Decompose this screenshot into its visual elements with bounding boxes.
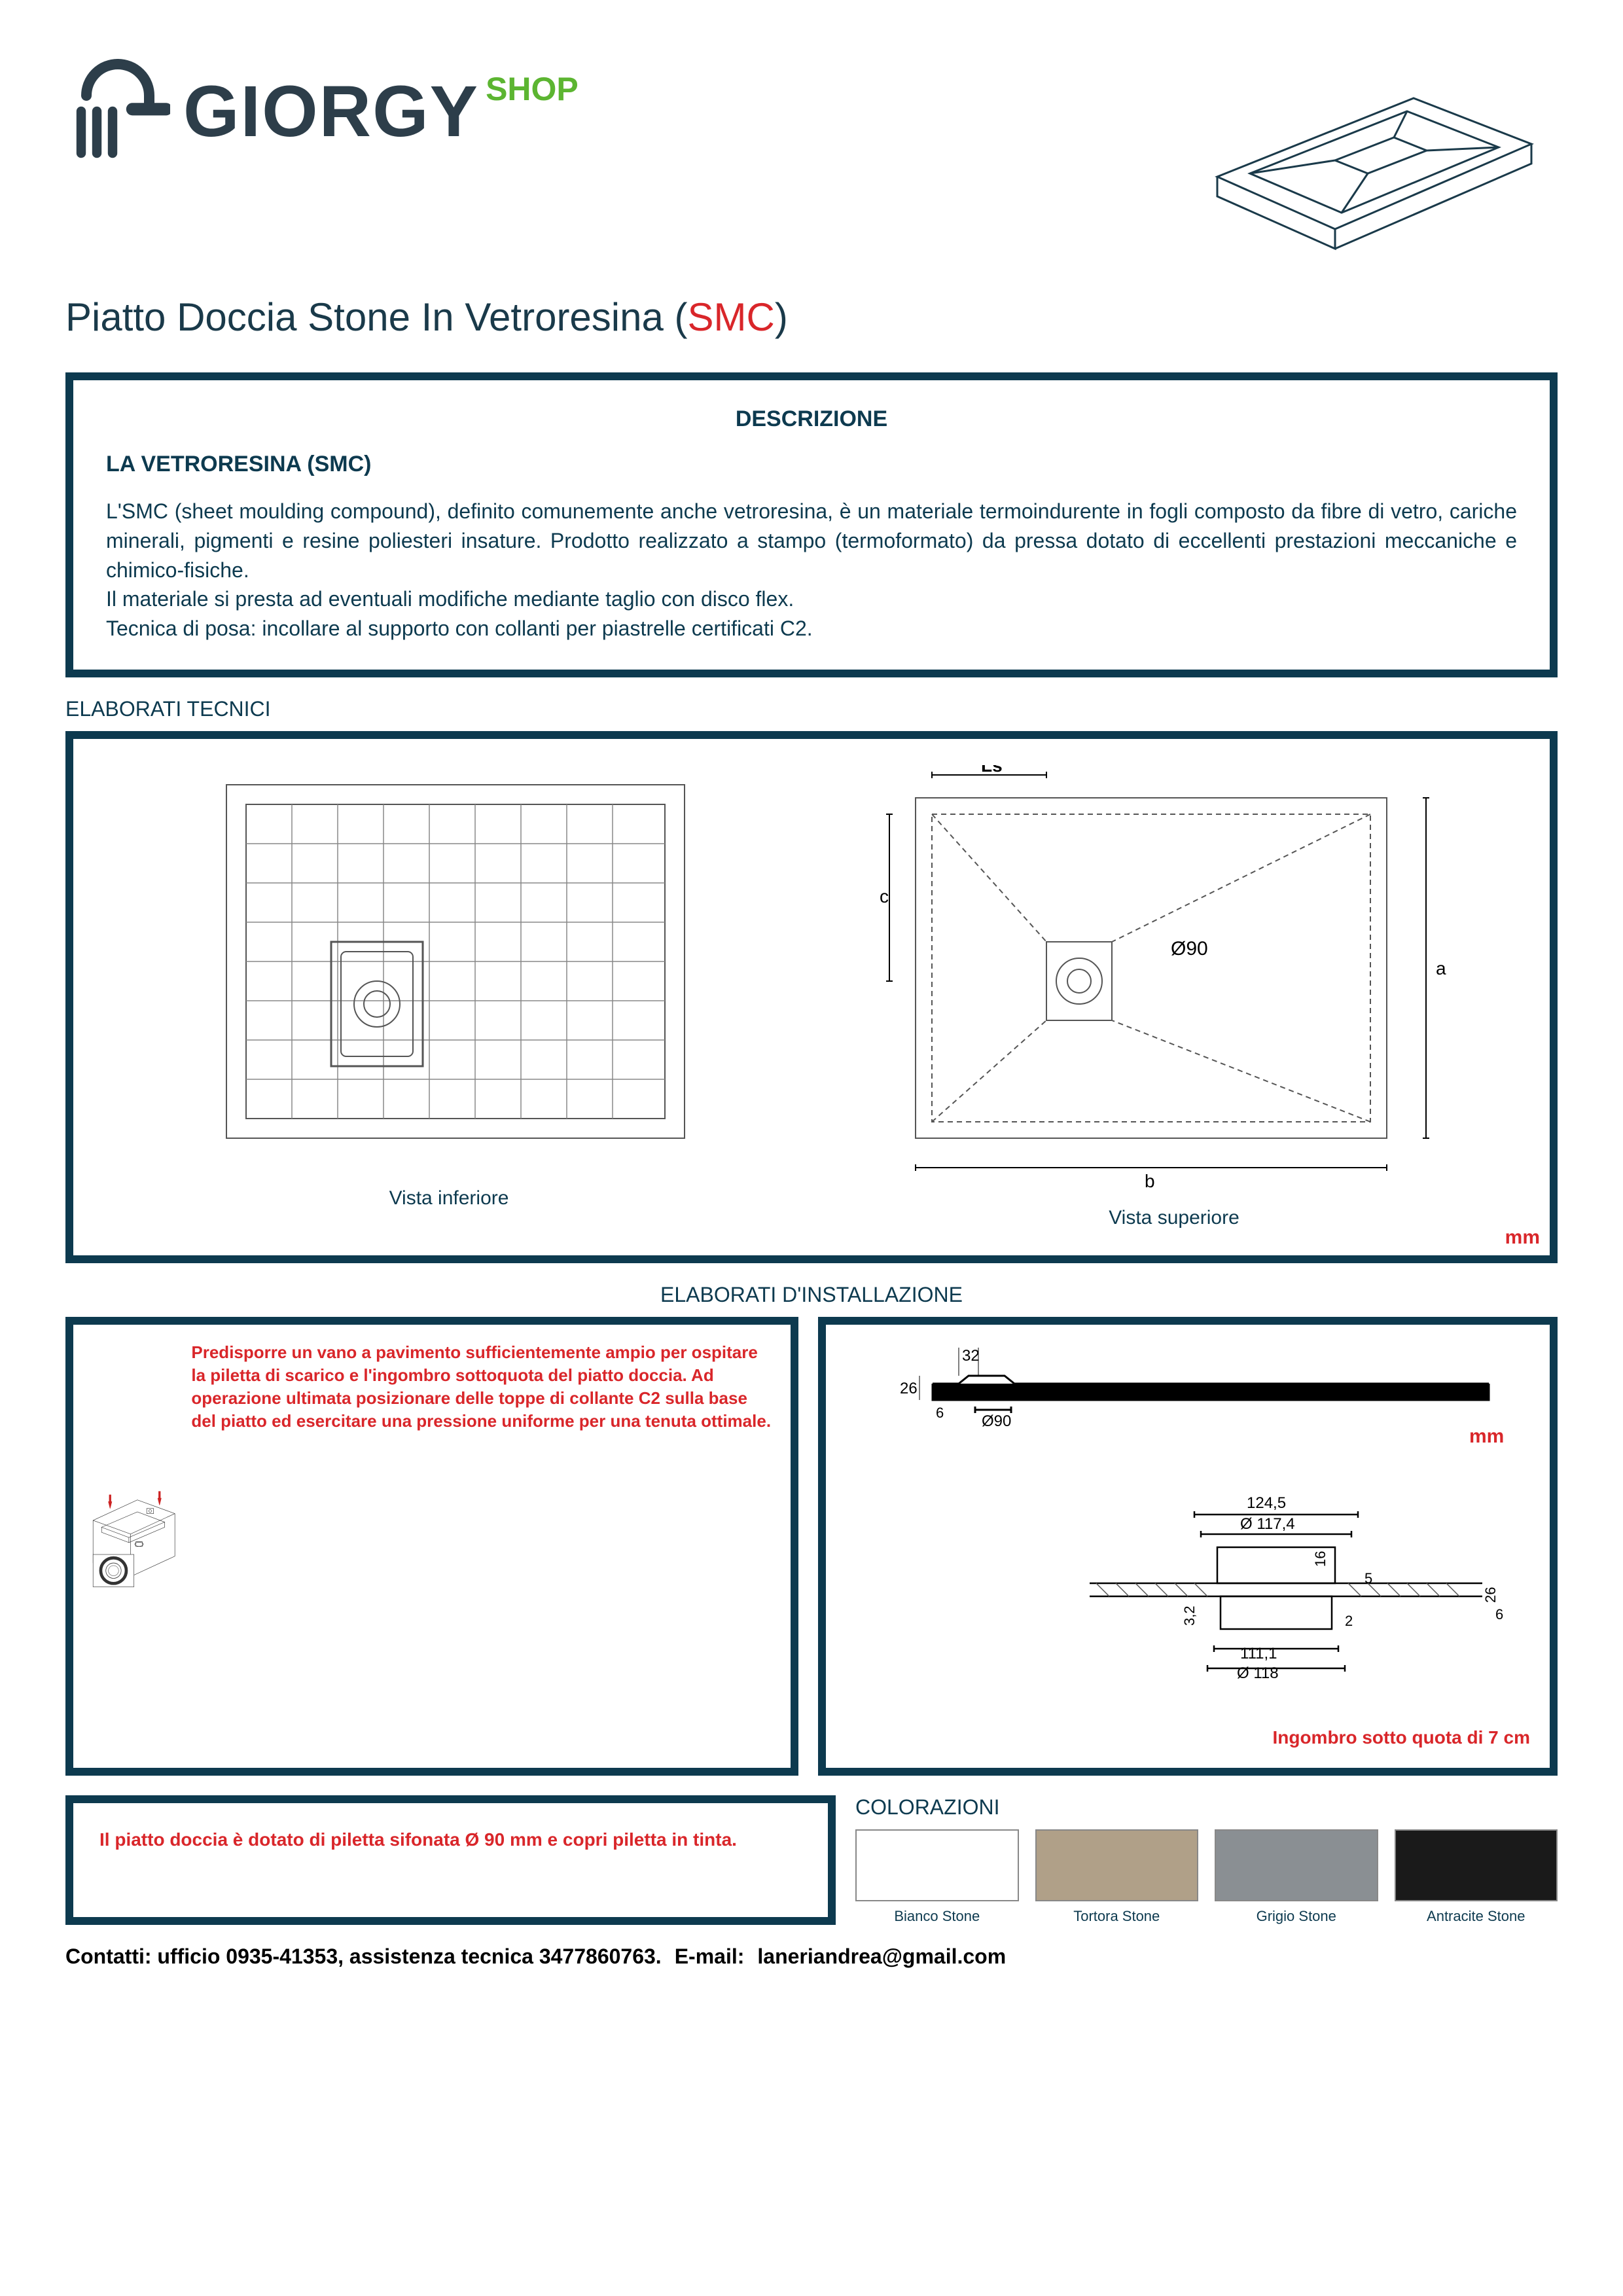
install-row: Predisporre un vano a pavimento sufficie…	[65, 1317, 1558, 1776]
color-swatch	[1215, 1829, 1378, 1901]
install-label: ELABORATI D'INSTALLAZIONE	[65, 1283, 1558, 1307]
product-3d-icon	[1165, 59, 1558, 268]
page-title: Piatto Doccia Stone In Vetroresina (SMC)	[65, 295, 1558, 340]
svg-text:124,5: 124,5	[1247, 1494, 1286, 1512]
description-box: DESCRIZIONE LA VETRORESINA (SMC) L'SMC (…	[65, 372, 1558, 677]
svg-text:5: 5	[1364, 1570, 1372, 1587]
description-body-1: L'SMC (sheet moulding compound), definit…	[106, 497, 1517, 584]
svg-text:Ø90: Ø90	[982, 1412, 1011, 1430]
svg-text:mm: mm	[1469, 1426, 1504, 1447]
svg-text:16: 16	[1312, 1551, 1329, 1567]
footer: Contatti: ufficio 0935-41353, assistenza…	[65, 1945, 1558, 1969]
svg-text:a: a	[1436, 958, 1446, 978]
ingombro-note: Ingombro sotto quota di 7 cm	[846, 1727, 1530, 1748]
bottom-view-diagram	[187, 765, 711, 1171]
footer-contacts: Contatti: ufficio 0935-41353, assistenza…	[65, 1945, 662, 1969]
top-view-caption: Vista superiore	[831, 1207, 1517, 1229]
shower-icon	[65, 59, 170, 164]
footer-email-label: E-mail:	[675, 1945, 745, 1969]
description-body-2: Il materiale si presta ad eventuali modi…	[106, 584, 1517, 614]
description-body-3: Tecnica di posa: incollare al supporto c…	[106, 614, 1517, 643]
svg-text:Ø 117,4: Ø 117,4	[1240, 1515, 1295, 1533]
svg-text:26: 26	[1482, 1587, 1499, 1603]
colors-row: Bianco Stone Tortora Stone Grigio Stone …	[855, 1829, 1558, 1925]
color-item: Bianco Stone	[855, 1829, 1019, 1925]
color-label: Antracite Stone	[1395, 1908, 1558, 1925]
top-view-diagram: Ls c a b Ø90	[863, 765, 1485, 1191]
description-heading: DESCRIZIONE	[106, 406, 1517, 432]
logo: GIORGYSHOP	[65, 59, 579, 164]
install-diagram	[90, 1341, 178, 1734]
install-right-box: 32 26 6 Ø90 mm	[818, 1317, 1558, 1776]
bottom-view-caption: Vista inferiore	[106, 1187, 792, 1210]
svg-text:Ø90: Ø90	[1171, 938, 1208, 960]
color-item: Grigio Stone	[1215, 1829, 1378, 1925]
header: GIORGYSHOP	[65, 59, 1558, 268]
brand-name: GIORGY	[183, 71, 479, 152]
note-text: Il piatto doccia è dotato di piletta sif…	[99, 1826, 802, 1854]
color-swatch	[1395, 1829, 1558, 1901]
install-text: Predisporre un vano a pavimento sufficie…	[191, 1341, 774, 1751]
tech-box: Vista inferiore	[65, 731, 1558, 1263]
brand-suffix: SHOP	[486, 71, 579, 107]
tech-unit: mm	[1505, 1227, 1540, 1249]
color-item: Antracite Stone	[1395, 1829, 1558, 1925]
colors-label: COLORAZIONI	[855, 1795, 1558, 1820]
color-label: Bianco Stone	[855, 1908, 1019, 1925]
colors-box: COLORAZIONI Bianco Stone Tortora Stone G…	[855, 1795, 1558, 1925]
svg-text:3,2: 3,2	[1181, 1605, 1198, 1626]
svg-text:c: c	[880, 886, 889, 906]
install-section-diagram: 32 26 6 Ø90 mm	[846, 1344, 1530, 1711]
top-view-col: Ls c a b Ø90 Vista superiore	[831, 765, 1517, 1229]
color-label: Tortora Stone	[1035, 1908, 1199, 1925]
install-left-box: Predisporre un vano a pavimento sufficie…	[65, 1317, 798, 1776]
color-swatch	[1035, 1829, 1199, 1901]
bottom-row: Il piatto doccia è dotato di piletta sif…	[65, 1795, 1558, 1925]
svg-text:6: 6	[1495, 1606, 1503, 1623]
note-box: Il piatto doccia è dotato di piletta sif…	[65, 1795, 836, 1925]
bottom-view-col: Vista inferiore	[106, 765, 792, 1210]
tech-label: ELABORATI TECNICI	[65, 697, 1558, 721]
color-item: Tortora Stone	[1035, 1829, 1199, 1925]
svg-text:32: 32	[962, 1347, 980, 1365]
svg-text:6: 6	[936, 1405, 944, 1421]
svg-text:2: 2	[1345, 1613, 1353, 1629]
svg-text:b: b	[1145, 1171, 1155, 1191]
svg-text:26: 26	[900, 1380, 918, 1397]
svg-text:Ls: Ls	[981, 765, 1003, 776]
svg-text:111,1: 111,1	[1240, 1645, 1277, 1662]
svg-text:Ø 118: Ø 118	[1237, 1664, 1279, 1682]
footer-email: laneriandrea@gmail.com	[757, 1945, 1006, 1969]
color-label: Grigio Stone	[1215, 1908, 1378, 1925]
color-swatch	[855, 1829, 1019, 1901]
description-subtitle: LA VETRORESINA (SMC)	[106, 452, 1517, 477]
